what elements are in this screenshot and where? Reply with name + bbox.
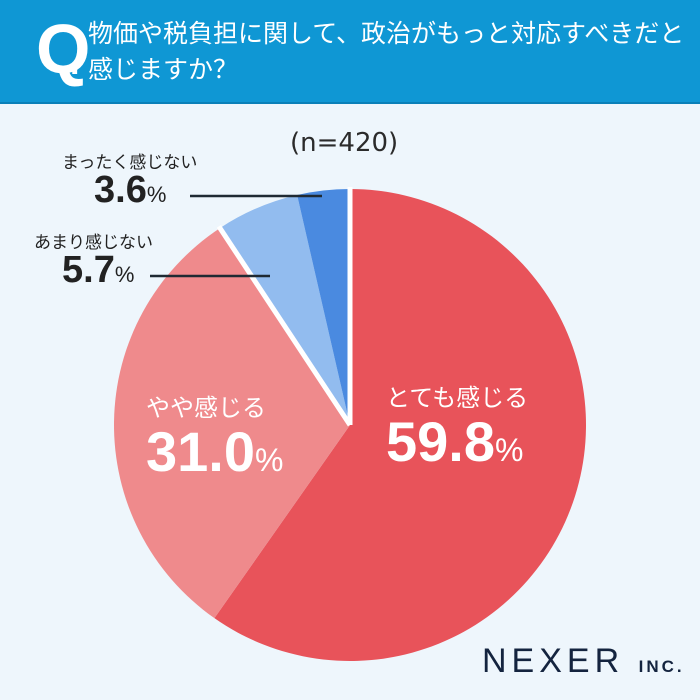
q-mark: Q: [36, 10, 91, 88]
percent-value: 5.7: [62, 249, 115, 291]
slice-very-much: [214, 188, 587, 661]
slice-not-at-all: [297, 189, 350, 425]
percent-unit: %: [495, 432, 524, 468]
label-not-at-all: まったく感じない 3.6%: [62, 148, 197, 212]
nexer-logo: NEXER INC.: [482, 642, 685, 681]
percent-unit: %: [255, 442, 284, 478]
label-name: あまり感じない: [34, 233, 153, 253]
label-not-much: あまり感じない 5.7%: [34, 228, 153, 292]
question-text: 物価や税負担に関して、政治がもっと対応すべきだと感じますか？: [88, 19, 685, 84]
percent-unit: %: [146, 182, 167, 207]
label-percent: 59.8%: [386, 413, 528, 479]
percent-value: 3.6: [94, 169, 147, 211]
slice-not-much: [219, 194, 350, 425]
slice-somewhat: [114, 228, 350, 619]
label-name: とても感じる: [386, 384, 529, 412]
label-name: やや感じる: [146, 394, 266, 422]
label-name: まったく感じない: [62, 153, 198, 173]
label-percent: 5.7%: [62, 249, 153, 292]
label-percent: 3.6%: [94, 169, 197, 212]
logo-main: NEXER: [482, 642, 625, 680]
label-percent: 31.0%: [146, 423, 283, 489]
question-header: Q . 物価や税負担に関して、政治がもっと対応すべきだと感じますか？: [0, 0, 700, 104]
logo-suffix: INC.: [638, 657, 685, 676]
percent-value: 31.0: [146, 420, 255, 483]
sample-size: (n=420): [290, 128, 399, 158]
label-very-much: とても感じる 59.8%: [386, 378, 528, 479]
percent-unit: %: [114, 262, 135, 287]
q-dot: .: [70, 44, 80, 82]
label-somewhat: やや感じる 31.0%: [146, 388, 283, 489]
slice-separator: [216, 225, 353, 427]
percent-value: 59.8: [386, 410, 495, 473]
